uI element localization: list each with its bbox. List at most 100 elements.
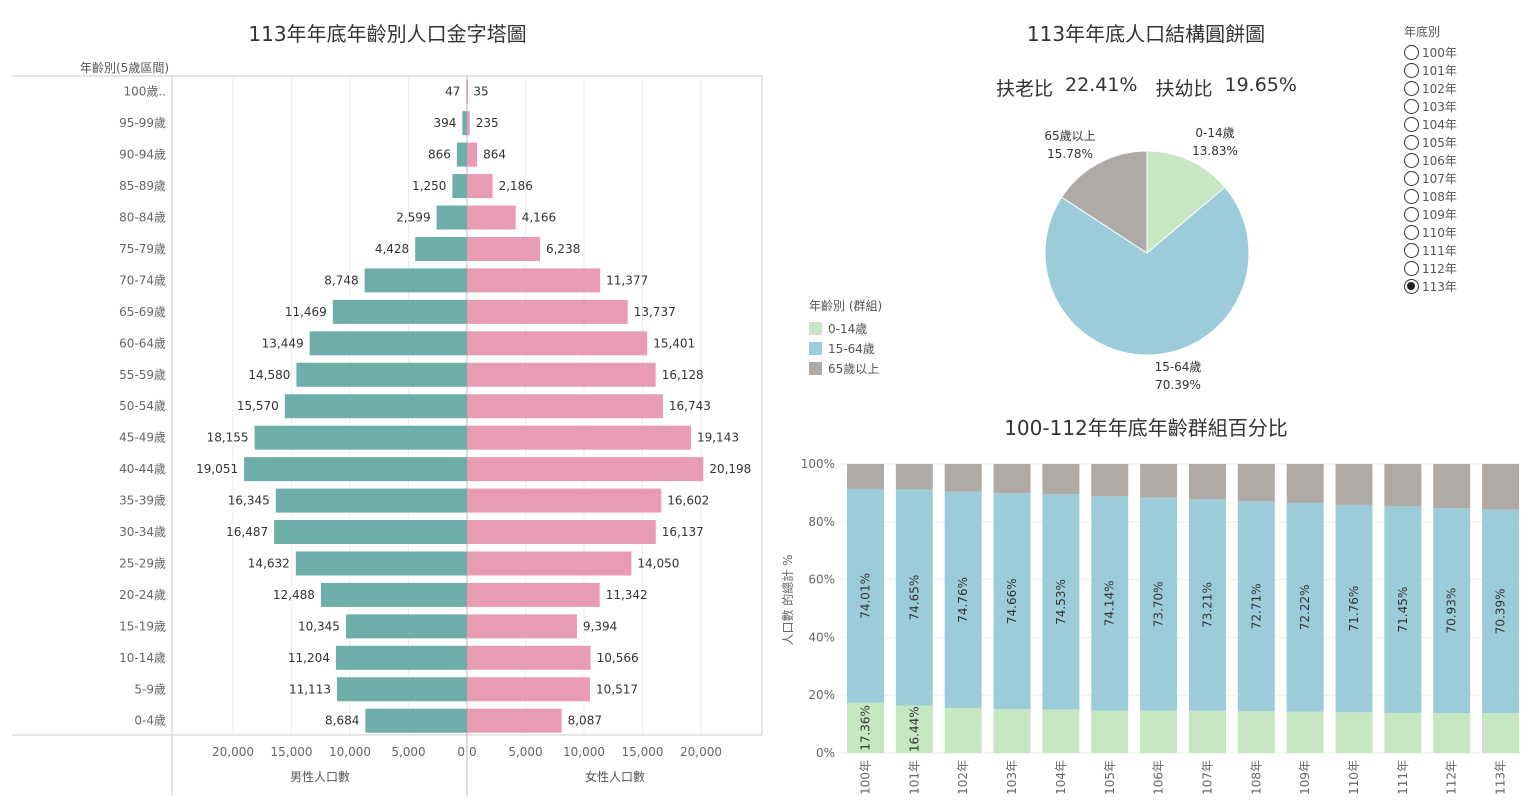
stack-segment-young[interactable] <box>1433 713 1471 753</box>
stack-segment-young[interactable] <box>1091 710 1129 753</box>
radio-icon[interactable] <box>1404 242 1419 258</box>
female-bar[interactable] <box>467 299 628 324</box>
female-bar[interactable] <box>467 582 600 607</box>
radio-icon[interactable] <box>1404 98 1419 114</box>
stack-segment-young[interactable] <box>1482 713 1520 753</box>
stack-segment-young[interactable] <box>1286 711 1324 753</box>
legend-item-old[interactable]: 65歲以上 <box>809 358 882 378</box>
pie-slice-young[interactable] <box>1146 150 1226 255</box>
radio-icon[interactable] <box>1404 278 1419 294</box>
radio-icon[interactable] <box>1404 44 1419 60</box>
stack-segment-old[interactable] <box>944 464 982 492</box>
stack-segment-old[interactable] <box>1042 464 1080 495</box>
radio-icon[interactable] <box>1404 206 1419 222</box>
male-bar[interactable] <box>336 677 467 702</box>
male-bar[interactable] <box>335 645 467 670</box>
stack-segment-young[interactable] <box>1335 712 1373 753</box>
stack-segment-old[interactable] <box>1237 464 1275 502</box>
stack-segment-young[interactable] <box>895 705 933 753</box>
stack-segment-young[interactable] <box>1384 712 1422 753</box>
female-bar[interactable] <box>467 268 601 293</box>
year-option[interactable]: 100年 <box>1404 43 1457 61</box>
stack-segment-old[interactable] <box>1482 464 1520 510</box>
stack-segment-working[interactable] <box>944 491 982 708</box>
stack-segment-working[interactable] <box>1384 506 1422 713</box>
female-bar[interactable] <box>467 331 648 356</box>
year-option[interactable]: 102年 <box>1404 79 1457 97</box>
stack-segment-young[interactable] <box>1140 710 1178 753</box>
year-option[interactable]: 110年 <box>1404 223 1457 241</box>
male-bar[interactable] <box>275 488 467 513</box>
year-option[interactable]: 113年 <box>1404 277 1457 295</box>
male-bar[interactable] <box>415 236 467 261</box>
male-bar[interactable] <box>284 394 467 419</box>
year-option[interactable]: 108年 <box>1404 187 1457 205</box>
female-bar[interactable] <box>467 174 493 199</box>
legend-item-working[interactable]: 15-64歲 <box>809 338 882 358</box>
stack-segment-young[interactable] <box>1188 710 1226 753</box>
female-bar[interactable] <box>467 425 691 450</box>
year-option[interactable]: 105年 <box>1404 133 1457 151</box>
radio-icon[interactable] <box>1404 224 1419 240</box>
stack-segment-working[interactable] <box>1091 496 1129 711</box>
male-bar[interactable] <box>254 425 467 450</box>
stack-segment-working[interactable] <box>1140 497 1178 711</box>
male-bar[interactable] <box>456 142 467 167</box>
radio-icon[interactable] <box>1404 80 1419 96</box>
stack-segment-young[interactable] <box>944 707 982 753</box>
stack-segment-old[interactable] <box>1335 464 1373 505</box>
male-bar[interactable] <box>274 520 467 545</box>
female-bar[interactable] <box>467 708 562 733</box>
stack-segment-old[interactable] <box>993 464 1031 494</box>
radio-icon[interactable] <box>1404 152 1419 168</box>
male-bar[interactable] <box>309 331 467 356</box>
stack-segment-working[interactable] <box>1188 499 1226 711</box>
year-option[interactable]: 109年 <box>1404 205 1457 223</box>
stack-segment-old[interactable] <box>1433 464 1471 509</box>
male-bar[interactable] <box>296 362 467 387</box>
male-bar[interactable] <box>466 79 468 104</box>
radio-icon[interactable] <box>1404 188 1419 204</box>
female-bar[interactable] <box>467 645 591 670</box>
radio-icon[interactable] <box>1404 170 1419 186</box>
year-option[interactable]: 106年 <box>1404 151 1457 169</box>
male-bar[interactable] <box>345 614 467 639</box>
year-option[interactable]: 104年 <box>1404 115 1457 133</box>
radio-icon[interactable] <box>1404 260 1419 276</box>
stack-segment-young[interactable] <box>847 702 884 753</box>
female-bar[interactable] <box>467 551 632 576</box>
radio-icon[interactable] <box>1404 134 1419 150</box>
stack-segment-working[interactable] <box>895 489 933 706</box>
female-bar[interactable] <box>467 520 656 545</box>
female-bar[interactable] <box>467 205 516 230</box>
female-bar[interactable] <box>467 488 662 513</box>
stack-segment-working[interactable] <box>1237 501 1275 712</box>
male-bar[interactable] <box>332 299 467 324</box>
stack-segment-old[interactable] <box>1140 464 1178 498</box>
radio-icon[interactable] <box>1404 62 1419 78</box>
stack-segment-old[interactable] <box>1091 464 1129 497</box>
stack-segment-working[interactable] <box>1433 508 1471 714</box>
female-bar[interactable] <box>467 236 540 261</box>
female-bar[interactable] <box>467 394 663 419</box>
stack-segment-young[interactable] <box>1042 709 1080 753</box>
male-bar[interactable] <box>295 551 467 576</box>
year-option[interactable]: 107年 <box>1404 169 1457 187</box>
female-bar[interactable] <box>467 457 704 482</box>
legend-item-young[interactable]: 0-14歲 <box>809 318 882 338</box>
male-bar[interactable] <box>364 268 467 293</box>
stack-segment-working[interactable] <box>1482 509 1520 714</box>
stack-segment-old[interactable] <box>847 464 884 489</box>
year-option[interactable]: 103年 <box>1404 97 1457 115</box>
stack-segment-old[interactable] <box>1188 464 1226 500</box>
female-bar[interactable] <box>467 79 468 104</box>
male-bar[interactable] <box>365 708 467 733</box>
male-bar[interactable] <box>320 582 467 607</box>
stack-segment-working[interactable] <box>1286 502 1324 712</box>
female-bar[interactable] <box>467 142 478 167</box>
stack-segment-old[interactable] <box>1384 464 1422 507</box>
stack-segment-young[interactable] <box>993 709 1031 753</box>
male-bar[interactable] <box>244 457 467 482</box>
female-bar[interactable] <box>467 614 577 639</box>
female-bar[interactable] <box>467 362 656 387</box>
